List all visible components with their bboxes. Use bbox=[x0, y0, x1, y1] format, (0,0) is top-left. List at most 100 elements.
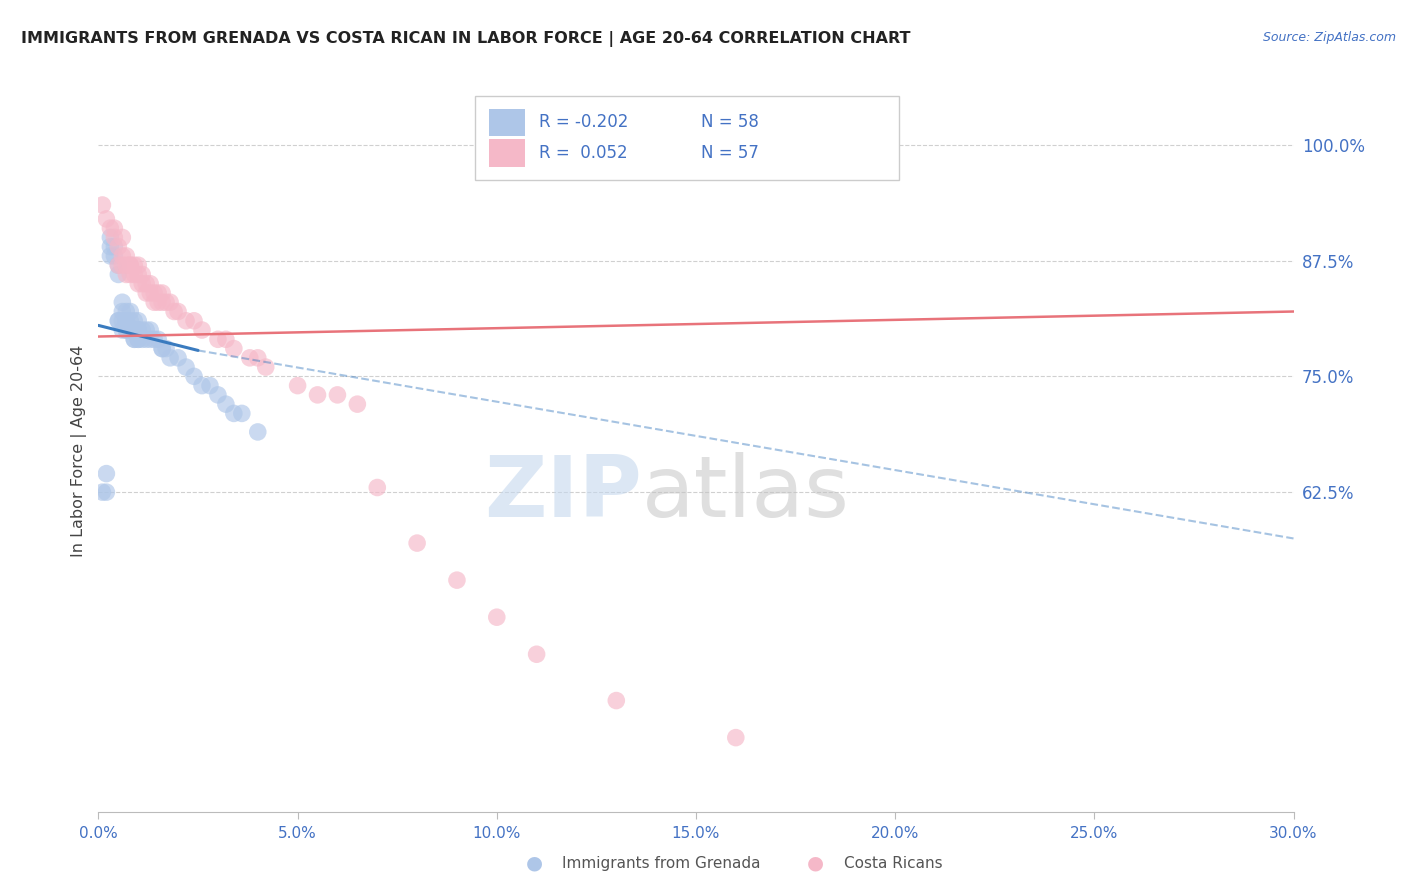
Point bbox=[150, 285, 173, 300]
Point bbox=[127, 314, 149, 328]
Point bbox=[366, 481, 388, 495]
Point bbox=[120, 258, 142, 272]
Point bbox=[98, 230, 122, 244]
Point bbox=[107, 258, 129, 272]
FancyBboxPatch shape bbox=[475, 96, 900, 179]
Point bbox=[98, 221, 122, 235]
Text: Source: ZipAtlas.com: Source: ZipAtlas.com bbox=[1263, 31, 1396, 45]
Point bbox=[115, 304, 138, 318]
Point bbox=[215, 397, 238, 411]
Point bbox=[724, 731, 747, 745]
Point bbox=[131, 268, 153, 282]
Point bbox=[155, 295, 177, 310]
Text: IMMIGRANTS FROM GRENADA VS COSTA RICAN IN LABOR FORCE | AGE 20-64 CORRELATION CH: IMMIGRANTS FROM GRENADA VS COSTA RICAN I… bbox=[21, 31, 911, 47]
Point bbox=[148, 295, 170, 310]
Point bbox=[183, 314, 205, 328]
Point bbox=[107, 268, 129, 282]
Point bbox=[111, 249, 134, 263]
Point bbox=[103, 249, 125, 263]
Point bbox=[127, 277, 149, 291]
Point bbox=[124, 323, 146, 337]
Text: R = -0.202: R = -0.202 bbox=[540, 113, 628, 131]
Point bbox=[124, 323, 146, 337]
Point bbox=[98, 249, 122, 263]
Point bbox=[246, 351, 269, 365]
Point bbox=[124, 332, 146, 346]
Point bbox=[148, 285, 170, 300]
Point bbox=[135, 323, 157, 337]
Point bbox=[346, 397, 368, 411]
Point bbox=[120, 323, 142, 337]
Point bbox=[96, 467, 118, 481]
Point bbox=[139, 323, 162, 337]
Point bbox=[287, 378, 309, 392]
Point bbox=[115, 268, 138, 282]
Point bbox=[163, 304, 186, 318]
Text: ●: ● bbox=[807, 854, 824, 873]
Point bbox=[254, 360, 277, 375]
Point bbox=[127, 323, 149, 337]
Point bbox=[307, 388, 329, 402]
Point bbox=[127, 258, 149, 272]
Point bbox=[96, 485, 118, 500]
Point bbox=[98, 240, 122, 254]
Point bbox=[120, 268, 142, 282]
Text: N = 58: N = 58 bbox=[700, 113, 759, 131]
Point bbox=[526, 647, 548, 661]
Text: atlas: atlas bbox=[643, 452, 851, 535]
Point bbox=[127, 268, 149, 282]
Point bbox=[107, 240, 129, 254]
Point bbox=[207, 332, 229, 346]
Point bbox=[198, 378, 221, 392]
Text: R =  0.052: R = 0.052 bbox=[540, 144, 628, 161]
Point bbox=[103, 230, 125, 244]
Point bbox=[115, 258, 138, 272]
Point bbox=[115, 323, 138, 337]
Point bbox=[107, 314, 129, 328]
Point bbox=[167, 304, 190, 318]
FancyBboxPatch shape bbox=[489, 139, 524, 167]
Point bbox=[326, 388, 349, 402]
Point bbox=[605, 693, 627, 707]
Point bbox=[131, 277, 153, 291]
Point bbox=[127, 323, 149, 337]
Point bbox=[131, 332, 153, 346]
Point bbox=[127, 323, 149, 337]
Point bbox=[191, 378, 214, 392]
Point bbox=[120, 314, 142, 328]
Point bbox=[135, 277, 157, 291]
Point bbox=[111, 304, 134, 318]
Point bbox=[111, 314, 134, 328]
Point bbox=[115, 314, 138, 328]
Point bbox=[127, 332, 149, 346]
Point bbox=[239, 351, 262, 365]
Point bbox=[111, 258, 134, 272]
Point bbox=[446, 573, 468, 587]
Point bbox=[111, 295, 134, 310]
Point bbox=[139, 332, 162, 346]
Point bbox=[183, 369, 205, 384]
Point bbox=[107, 258, 129, 272]
Point bbox=[231, 406, 253, 420]
Point bbox=[91, 485, 114, 500]
Point bbox=[127, 332, 149, 346]
Point bbox=[124, 258, 146, 272]
Point bbox=[135, 332, 157, 346]
Point bbox=[115, 249, 138, 263]
Point bbox=[135, 285, 157, 300]
Point bbox=[139, 285, 162, 300]
Text: N = 57: N = 57 bbox=[700, 144, 759, 161]
Point bbox=[131, 323, 153, 337]
Point bbox=[115, 314, 138, 328]
Point bbox=[124, 314, 146, 328]
Point bbox=[215, 332, 238, 346]
Point bbox=[143, 332, 166, 346]
Text: Costa Ricans: Costa Ricans bbox=[844, 856, 942, 871]
Point bbox=[159, 295, 181, 310]
Point bbox=[155, 342, 177, 356]
Point bbox=[120, 258, 142, 272]
Point bbox=[222, 406, 245, 420]
Text: ●: ● bbox=[526, 854, 543, 873]
Point bbox=[174, 360, 197, 375]
Point bbox=[191, 323, 214, 337]
